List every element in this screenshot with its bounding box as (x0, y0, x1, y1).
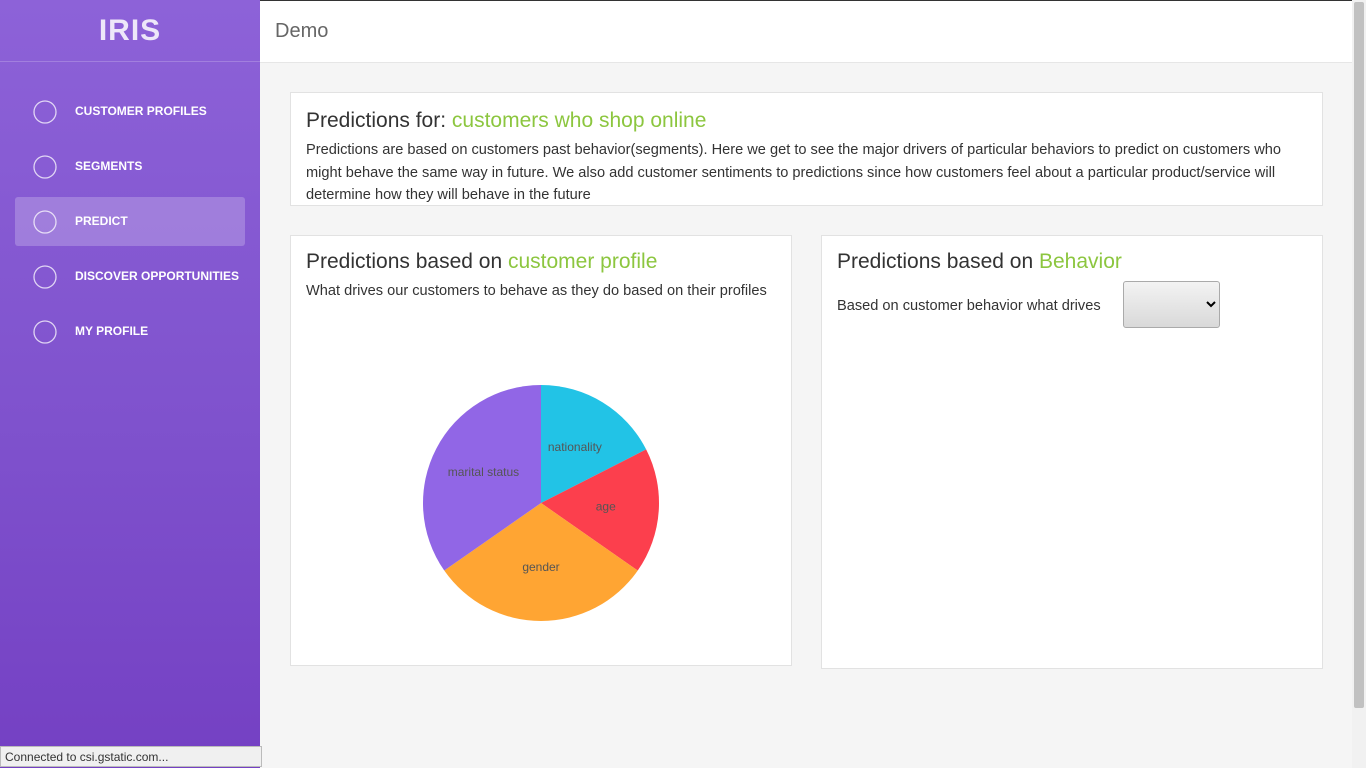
pie-slice (541, 385, 647, 503)
pie-slice (423, 385, 541, 571)
status-bar: Connected to csi.gstatic.com... (0, 746, 262, 767)
scroll-thumb[interactable] (1354, 2, 1364, 708)
nav-item[interactable]: MY PROFILE (15, 307, 245, 356)
nav-item[interactable]: CUSTOMER PROFILES (15, 87, 245, 136)
profile-card: Predictions based on customer profile Wh… (290, 235, 792, 666)
slice-label: gender (522, 560, 559, 574)
card-text: Based on customer behavior what drives (837, 298, 1101, 314)
slice-label: age (596, 500, 616, 514)
scrollbar[interactable] (1352, 0, 1366, 768)
title-highlight: Behavior (1038, 250, 1122, 273)
title-prefix: Predictions based on (837, 250, 1034, 273)
logo[interactable]: IRIS (98, 14, 162, 47)
nav-icon (33, 100, 57, 124)
nav-label[interactable]: PREDICT (75, 214, 128, 228)
behavior-card: Predictions based on Behavior Based on c… (821, 235, 1323, 669)
nav-label[interactable]: MY PROFILE (75, 324, 149, 338)
title-prefix: Predictions for: (306, 109, 447, 132)
sidebar: IRIS CUSTOMER PROFILES SEGMENTS PREDICT DIS… (0, 0, 260, 768)
nav-icon (33, 320, 57, 344)
intro-card: Predictions for: customers who shop onli… (290, 92, 1323, 206)
nav-icon (33, 265, 57, 289)
nav-label[interactable]: CUSTOMER PROFILES (75, 104, 207, 118)
nav-icon (33, 155, 57, 179)
behavior-select[interactable] (1123, 281, 1220, 328)
pie-slice (444, 503, 638, 621)
nav-item[interactable]: PREDICT (15, 197, 245, 246)
nav-label[interactable]: DISCOVER OPPORTUNITIES (75, 269, 240, 283)
page-title: Demo (275, 20, 329, 42)
header: Demo (260, 0, 1352, 63)
divider (0, 61, 260, 62)
nav-item[interactable]: DISCOVER OPPORTUNITIES (15, 252, 245, 301)
title-highlight: customers who shop online (451, 109, 707, 132)
slice-label: nationality (548, 440, 602, 454)
title-prefix: Predictions based on (306, 250, 503, 273)
title-highlight: customer profile (507, 250, 658, 273)
pie-chart: nationality age gender marital status (423, 385, 659, 621)
nav-item[interactable]: SEGMENTS (15, 142, 245, 191)
card-title: Predictions based on Behavior (837, 250, 1307, 274)
nav-label[interactable]: SEGMENTS (75, 159, 143, 173)
card-title: Predictions for: customers who shop onli… (306, 109, 1307, 133)
nav-icon (33, 210, 57, 234)
pie-slice (541, 449, 659, 571)
card-text: What drives our customers to behave as t… (306, 283, 767, 299)
slice-label: marital status (448, 465, 519, 479)
card-title: Predictions based on customer profile (306, 250, 776, 274)
card-text: Predictions are based on customers past … (306, 142, 1282, 203)
